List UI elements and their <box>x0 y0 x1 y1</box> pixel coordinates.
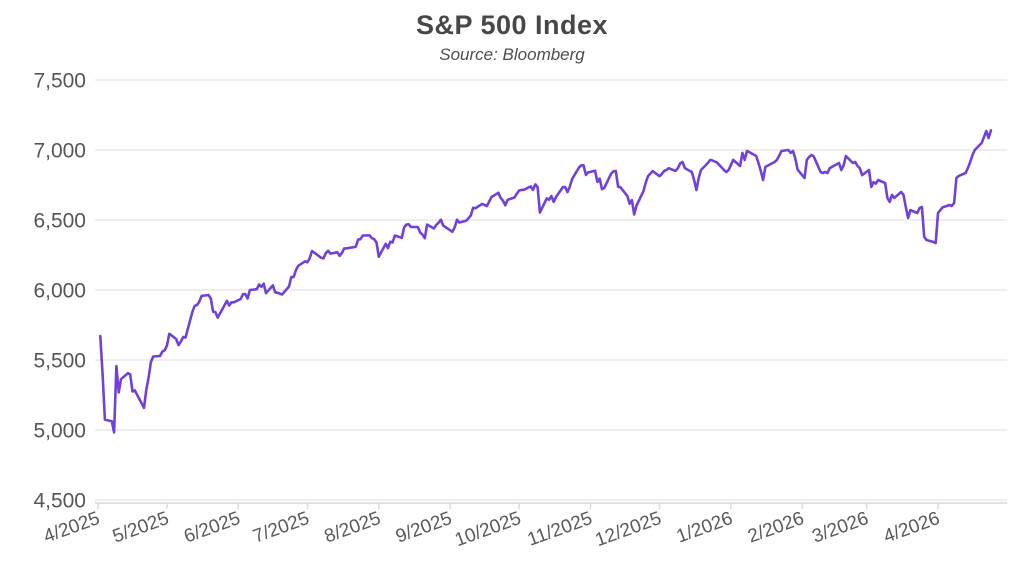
y-axis-tick-label: 6,000 <box>33 280 86 303</box>
y-axis-tick-label: 5,000 <box>33 420 86 443</box>
x-axis-tick-label: 5/2025 <box>110 508 172 548</box>
x-axis-tick-label: 6/2025 <box>181 508 243 548</box>
y-axis-tick-label: 6,500 <box>33 210 86 233</box>
x-axis-tick-label: 3/2026 <box>810 508 872 548</box>
x-axis-tick-label: 4/2026 <box>881 508 943 548</box>
y-axis-tick-label: 4,500 <box>33 490 86 513</box>
x-axis-tick-label: 4/2025 <box>41 508 103 548</box>
chart-subtitle: Source: Bloomberg <box>439 45 585 64</box>
x-axis-tick-label: 7/2025 <box>250 508 312 548</box>
y-axis-tick-label: 7,000 <box>33 140 86 163</box>
x-axis-tick-label: 12/2025 <box>593 508 665 551</box>
x-axis-tick-label: 10/2025 <box>452 508 524 551</box>
x-axis-tick-label: 1/2026 <box>674 508 736 548</box>
chart-title: S&P 500 Index <box>415 10 609 40</box>
x-axis-tick-label: 8/2025 <box>322 508 384 548</box>
x-axis-tick-label: 9/2025 <box>393 508 455 548</box>
x-axis-tick-label: 11/2025 <box>525 508 595 551</box>
sp500-line <box>99 129 993 434</box>
y-axis-tick-label: 5,500 <box>33 350 86 373</box>
y-axis-tick-label: 7,500 <box>33 70 86 93</box>
x-axis-tick-label: 2/2026 <box>745 508 807 548</box>
